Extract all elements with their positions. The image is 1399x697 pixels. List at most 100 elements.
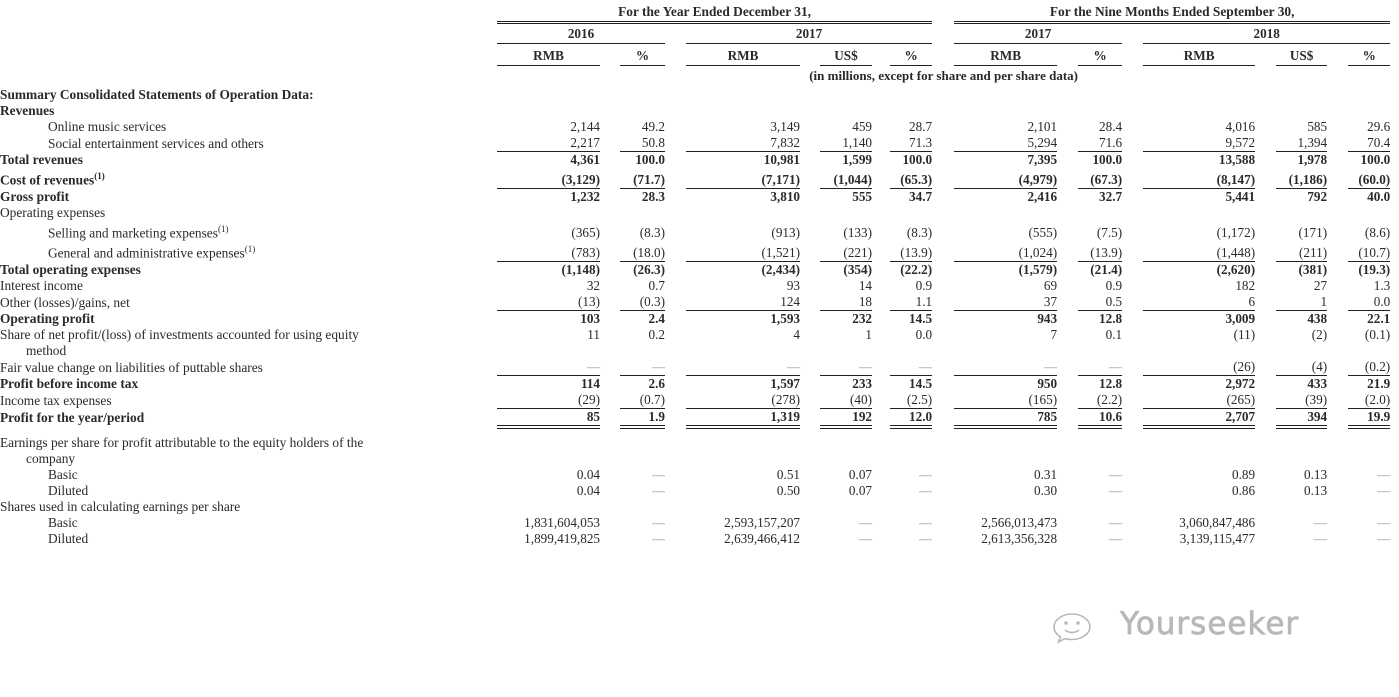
cell-profit-for-the-year-period-c1: 85 <box>497 408 600 429</box>
unit-note: (in millions, except for share and per s… <box>809 68 1078 83</box>
gap-cell <box>800 188 820 205</box>
em-dash: — <box>1043 359 1058 375</box>
cell-online-music-services-c8: 4,016 <box>1225 119 1256 134</box>
cell-total-revenues-c7: 100.0 <box>1092 152 1123 167</box>
ch-end-blank <box>1390 44 1399 66</box>
wechat-icon <box>1053 613 1091 644</box>
row-label-text: Profit before income tax <box>0 376 139 392</box>
table-row: Earnings per share for profit attributab… <box>0 435 1399 451</box>
gap-cell <box>1327 409 1348 426</box>
cell-general-and-administrative-expenses-c1: (783) <box>497 241 600 263</box>
year-gap-3 <box>1122 22 1143 44</box>
gap-cell <box>665 87 686 103</box>
gap-cell <box>600 435 620 451</box>
em-dash: — <box>918 515 933 531</box>
cell-shares-heading-c10 <box>1348 499 1390 515</box>
row-label-general-and-administrative-expenses: General and administrative expenses(1) <box>0 241 497 261</box>
gap-cell <box>1122 135 1143 152</box>
gap-cell <box>932 262 954 279</box>
row-end-cell <box>1390 168 1399 188</box>
cell-online-music-services-c5: 28.7 <box>909 119 933 134</box>
cell-eps-diluted-c10: — <box>1348 483 1390 499</box>
ch-gap-3 <box>800 44 820 66</box>
cell-total-operating-expenses-c1: (1,148) <box>561 262 600 278</box>
cell-online-music-services-c1: 2,144 <box>570 119 600 134</box>
gap-cell <box>1327 241 1348 261</box>
cell-fair-value-change-puttable-shares-c9: (4) <box>1276 359 1328 377</box>
cell-eps-heading-c5 <box>890 435 932 451</box>
cell-gross-profit-c8: 5,441 <box>1225 188 1256 204</box>
cell-selling-and-marketing-expenses-c5: (8.3) <box>906 225 933 241</box>
em-dash: — <box>651 531 665 547</box>
cell-other-losses-gains-net-c7: 0.5 <box>1078 294 1123 312</box>
cell-fair-value-change-puttable-shares-c4: — <box>820 359 872 377</box>
row-end-cell <box>1390 262 1399 279</box>
gap-cell <box>665 311 686 328</box>
row-end-cell <box>1390 205 1399 221</box>
ch-gap-9 <box>1327 44 1348 66</box>
row-end-cell <box>1390 359 1399 376</box>
table-row: Fair value change on liabilities of putt… <box>0 359 1399 377</box>
table-row: Diluted 1,899,419,825 — 2,639,466,412 — — 2,61… <box>0 531 1399 547</box>
gap-cell <box>1057 262 1078 279</box>
cell-eps-heading-c7 <box>1078 435 1122 451</box>
cell-profit-before-income-tax-c6: 950 <box>1037 376 1058 392</box>
row-end-cell <box>1390 188 1399 205</box>
gap-cell <box>1057 376 1078 393</box>
cell-online-music-services-c9: 585 <box>1307 119 1328 134</box>
cell-total-operating-expenses-c2: (26.3) <box>633 262 665 278</box>
gap-cell <box>932 205 954 221</box>
gap-cell <box>872 119 890 135</box>
row-end-cell <box>1390 483 1399 499</box>
gap-cell <box>1255 278 1276 294</box>
cell-profit-before-income-tax-c7: 12.8 <box>1099 376 1123 392</box>
gap-cell <box>800 467 820 483</box>
row-label-text: Summary Consolidated Statements of Opera… <box>0 87 314 102</box>
gap-cell <box>1255 241 1276 261</box>
header-unit-row: (in millions, except for share and per s… <box>0 66 1399 88</box>
gap-cell <box>1122 311 1143 328</box>
row-end-cell <box>1390 294 1399 311</box>
table-row: Selling and marketing expenses(1) (365) (8… <box>0 221 1399 241</box>
cell-eps-diluted-c3: 0.50 <box>776 483 800 499</box>
row-label-shares-basic: Basic <box>0 515 497 531</box>
cell-total-revenues-c2: 100.0 <box>635 152 665 167</box>
cell-operating-profit-c8: 3,009 <box>1225 311 1256 327</box>
row-label-total-revenues: Total revenues <box>0 152 497 169</box>
cell-general-and-administrative-expenses-c2: (18.0) <box>620 241 665 263</box>
cell-revenues-c7 <box>1078 103 1122 119</box>
gap-cell <box>1255 135 1276 152</box>
gap-cell <box>1057 294 1078 311</box>
gap-cell <box>1327 278 1348 294</box>
cell-section-title-c1 <box>497 87 600 103</box>
row-label-text: Share of net profit/(loss) of investment… <box>0 327 359 343</box>
cell-shares-heading-c1 <box>497 499 600 515</box>
gap-cell <box>932 188 954 205</box>
cell-gross-profit-c2: 28.3 <box>641 188 665 204</box>
cell-gross-profit-c6: 2,416 <box>1027 188 1058 204</box>
gap-cell <box>800 152 820 169</box>
cell-general-and-administrative-expenses-c4: (221) <box>820 241 872 263</box>
cell-eps-heading-c9 <box>1276 435 1327 451</box>
gap-cell <box>1122 327 1143 343</box>
em-dash: — <box>586 359 600 375</box>
cell-eps-heading-c2 <box>620 435 665 451</box>
table-row: Other (losses)/gains, net (13) (0.3) 124 18 1… <box>0 294 1399 312</box>
row-end-cell <box>1390 278 1399 294</box>
cell-shares-basic-c4: — <box>820 515 872 531</box>
gap-cell <box>1122 531 1143 547</box>
cell-operating-profit-c9: 438 <box>1307 311 1328 327</box>
gap-cell <box>932 467 954 483</box>
gap-cell <box>800 311 820 328</box>
cell-selling-and-marketing-expenses-c2: (8.3) <box>639 225 665 241</box>
cell-total-revenues-c10: 100.0 <box>1360 152 1391 167</box>
gap-cell <box>1327 376 1348 393</box>
table-row: Shares used in calculating earnings per … <box>0 499 1399 515</box>
cell-income-tax-expenses-c6: (165) <box>954 392 1058 410</box>
gap-cell <box>932 294 954 311</box>
year-gap-1 <box>665 22 686 44</box>
cell-section-title-c9 <box>1276 87 1327 103</box>
cell-share-of-net-profit-equity-method-c9: (2) <box>1311 327 1328 343</box>
gap-cell <box>872 531 890 547</box>
gap-cell <box>800 205 820 221</box>
